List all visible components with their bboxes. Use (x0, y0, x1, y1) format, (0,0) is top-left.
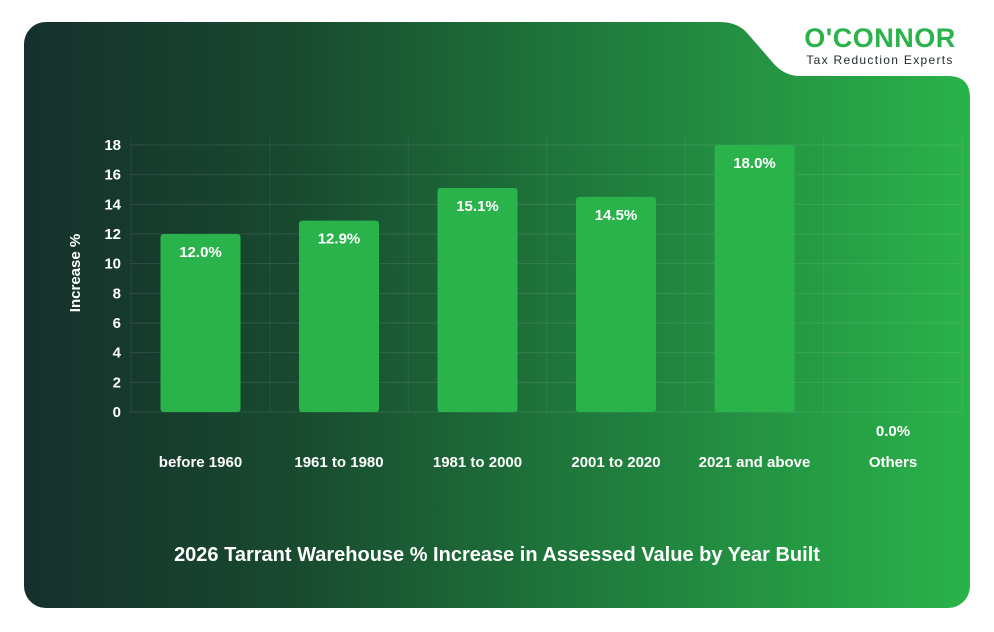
bar (160, 234, 241, 412)
data-label: 12.9% (318, 231, 361, 248)
brand-logo: O'CONNOR Tax Reduction Experts (790, 24, 970, 67)
brand-name: O'CONNOR (804, 23, 956, 53)
y-tick-label: 12 (104, 226, 121, 243)
y-axis: 0 2 4 6 8 10 12 14 16 18 (104, 137, 121, 421)
x-tick-label: 1961 to 1980 (294, 454, 383, 471)
y-tick-label: 16 (104, 167, 121, 184)
data-label: 18.0% (733, 155, 776, 172)
data-label: 15.1% (456, 198, 499, 215)
x-tick-label: 2021 and above (699, 454, 811, 471)
y-tick-label: 8 (113, 285, 121, 302)
bar (714, 145, 795, 412)
y-tick-label: 6 (113, 315, 121, 332)
x-tick-label: before 1960 (159, 454, 242, 471)
y-axis-label: Increase % (67, 234, 84, 312)
data-label: 12.0% (179, 244, 222, 261)
x-axis: before 1960 1961 to 1980 1981 to 2000 2001 … (159, 454, 917, 471)
brand-tagline: Tax Reduction Experts (806, 53, 954, 67)
y-tick-label: 2 (113, 374, 121, 391)
y-tick-label: 4 (113, 345, 122, 362)
bar (437, 188, 518, 412)
y-tick-label: 10 (104, 256, 121, 273)
bars: 12.0% 12.9% 15.1% 14.5% 18.0% 0.0% (160, 145, 910, 440)
data-label: 0.0% (876, 423, 910, 440)
x-tick-label: 1981 to 2000 (433, 454, 522, 471)
x-tick-label: Others (869, 454, 917, 471)
y-tick-label: 0 (113, 404, 121, 421)
grid-layer (130, 137, 963, 413)
y-tick-label: 14 (104, 196, 121, 213)
chart-title: 2026 Tarrant Warehouse % Increase in Ass… (174, 544, 820, 566)
data-label: 14.5% (595, 207, 638, 224)
y-tick-label: 18 (104, 137, 121, 154)
bar (576, 196, 656, 412)
x-tick-label: 2001 to 2020 (571, 454, 660, 471)
bar (299, 220, 379, 412)
